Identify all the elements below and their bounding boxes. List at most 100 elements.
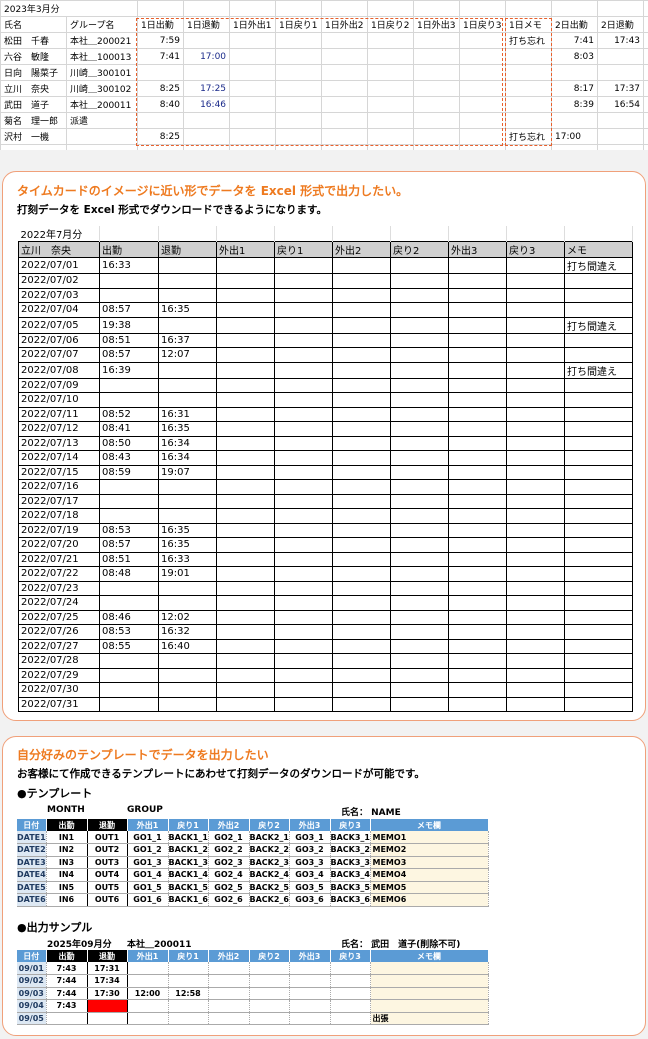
time-cell bbox=[229, 128, 277, 145]
clock-out-cell bbox=[158, 682, 217, 698]
empty-cell bbox=[506, 287, 565, 303]
clock-in-cell: 08:51 bbox=[99, 332, 159, 348]
table-row: 2022/07/25 08:46 12:02 bbox=[18, 609, 633, 625]
date-cell: 2022/07/17 bbox=[18, 493, 100, 509]
column-header: 2日退勤 bbox=[597, 16, 645, 33]
time-cell bbox=[321, 32, 369, 49]
empty-cell bbox=[332, 287, 391, 303]
time-cell: OUT4 bbox=[87, 868, 128, 882]
time-cell: BACK2_6 bbox=[249, 893, 290, 907]
table-row: 2022/07/06 08:51 16:37 bbox=[18, 332, 633, 348]
template-name: 氏名： NAME bbox=[341, 808, 401, 818]
empty-cell bbox=[448, 421, 507, 437]
table-row bbox=[0, 144, 648, 150]
empty-cell bbox=[506, 508, 565, 524]
time-cell bbox=[289, 962, 331, 975]
empty-cell bbox=[216, 493, 275, 509]
time-cell bbox=[367, 80, 415, 97]
time-cell bbox=[275, 64, 323, 81]
group-name bbox=[65, 128, 139, 145]
table-row: 2022/07/17 bbox=[18, 493, 633, 509]
time-cell: 7:43 bbox=[46, 999, 88, 1013]
time-cell bbox=[459, 112, 507, 129]
empty-cell bbox=[390, 273, 449, 289]
empty-cell bbox=[551, 0, 599, 17]
date-cell: 2022/07/06 bbox=[18, 332, 100, 348]
empty-cell bbox=[390, 522, 449, 538]
empty-cell bbox=[448, 226, 507, 242]
empty-cell bbox=[506, 361, 565, 379]
time-cell bbox=[127, 1012, 169, 1025]
empty-cell bbox=[506, 273, 565, 289]
empty-cell bbox=[216, 551, 275, 567]
date-cell: 2022/07/16 bbox=[18, 479, 100, 495]
sample-name: 氏名： 武田 道子(削除不可) bbox=[341, 940, 461, 950]
empty-cell bbox=[216, 508, 275, 524]
empty-cell bbox=[137, 0, 185, 17]
clock-out-cell bbox=[158, 392, 217, 408]
time-cell: GO2_4 bbox=[208, 868, 250, 882]
empty-cell bbox=[332, 435, 391, 451]
time-cell bbox=[330, 962, 371, 975]
time-cell bbox=[505, 80, 553, 97]
empty-cell bbox=[390, 624, 449, 640]
column-header: 外出3 bbox=[448, 241, 507, 258]
column-header: 外出2 bbox=[208, 819, 250, 831]
empty-cell bbox=[216, 522, 275, 538]
time-cell: 17:31 bbox=[87, 962, 128, 975]
table-row: 2022/07/23 bbox=[18, 580, 633, 596]
table-row: 2022/07/07 08:57 12:07 bbox=[18, 347, 633, 363]
empty-cell bbox=[216, 226, 275, 242]
card-subtitle: 打刻データを Excel 形式でダウンロードできるようになります。 bbox=[17, 204, 327, 216]
time-cell bbox=[459, 128, 507, 145]
clock-out-cell: 16:35 bbox=[158, 537, 217, 553]
clock-out-cell bbox=[158, 377, 217, 393]
empty-cell bbox=[216, 653, 275, 669]
time-cell bbox=[551, 64, 599, 81]
column-header: 出勤 bbox=[46, 950, 88, 962]
empty-cell bbox=[274, 347, 333, 363]
table-row: 立川 奈央 川崎＿300102 8:25 17:25 8:17 17:37 bbox=[0, 80, 648, 97]
empty-cell bbox=[448, 257, 507, 274]
empty-cell bbox=[564, 226, 633, 242]
empty-cell bbox=[448, 406, 507, 422]
date-cell: 2022/07/26 bbox=[18, 624, 100, 640]
timecard-excel-card: タイムカードのイメージに近い形でデータを Excel 形式で出力したい。 打刻デ… bbox=[2, 171, 646, 721]
empty-cell bbox=[448, 332, 507, 348]
table-row: 2022/07/31 bbox=[18, 696, 633, 712]
empty-cell bbox=[390, 450, 449, 466]
column-header: 1日出勤 bbox=[137, 16, 185, 33]
empty-cell bbox=[643, 16, 648, 33]
empty-cell bbox=[448, 595, 507, 611]
table-row: 六谷 敏隆 本社＿100013 7:41 17:00 8:03 bbox=[0, 48, 648, 65]
time-cell bbox=[168, 974, 209, 988]
time-cell: OUT6 bbox=[87, 893, 128, 907]
time-cell bbox=[249, 974, 290, 988]
empty-cell bbox=[506, 595, 565, 611]
time-cell: GO3_4 bbox=[289, 868, 331, 882]
time-cell bbox=[127, 974, 169, 988]
empty-cell bbox=[448, 464, 507, 480]
date-cell: 2022/07/05 bbox=[18, 316, 100, 334]
table-row: 2022/07/02 bbox=[18, 273, 633, 289]
clock-in-cell: 16:39 bbox=[99, 361, 159, 379]
template-label: ●テンプレート bbox=[17, 787, 93, 800]
empty-cell bbox=[448, 609, 507, 625]
empty-cell bbox=[448, 435, 507, 451]
column-header: 戻り1 bbox=[274, 241, 333, 258]
date-cell: 09/01 bbox=[17, 962, 47, 975]
time-cell bbox=[459, 64, 507, 81]
table-row: 2022/07/30 bbox=[18, 682, 633, 698]
clock-in-cell: 08:51 bbox=[99, 551, 159, 567]
empty-cell bbox=[506, 653, 565, 669]
table-row: DATE4 IN4 OUT4 GO1_4 BACK1_4 GO2_4 BACK2_4 GO3_… bbox=[17, 868, 489, 882]
table-row: DATE5 IN5 OUT5 GO1_5 BACK1_5 GO2_5 BACK2_5 GO3_… bbox=[17, 881, 489, 894]
column-header: 退勤 bbox=[87, 819, 128, 831]
empty-cell bbox=[274, 273, 333, 289]
empty-cell bbox=[506, 537, 565, 553]
column-header: 1日外出3 bbox=[413, 16, 461, 33]
empty-cell bbox=[274, 595, 333, 611]
empty-cell bbox=[332, 493, 391, 509]
time-cell bbox=[321, 48, 369, 65]
date-cell: 2022/07/25 bbox=[18, 609, 100, 625]
